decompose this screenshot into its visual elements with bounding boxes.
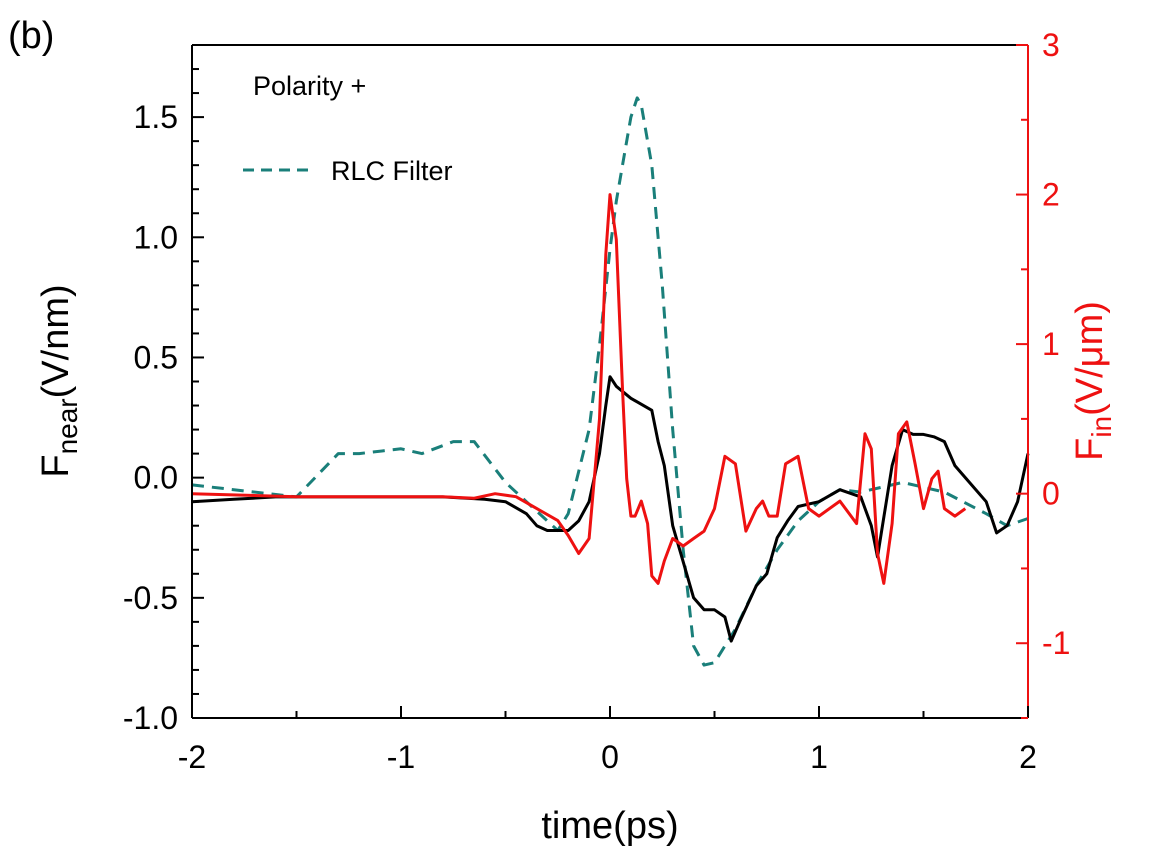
panel-label: (b) xyxy=(8,15,54,57)
series-input-field-line xyxy=(191,193,967,585)
y-left-tick-label: -0.5 xyxy=(123,580,178,616)
y-right-tick-label: 3 xyxy=(1042,27,1060,63)
y-right-axis-title: Fin(V/μm) xyxy=(1069,301,1117,461)
annotation-polarity: Polarity + xyxy=(253,71,366,101)
series-near-field-line xyxy=(191,375,1030,643)
x-tick-label: -1 xyxy=(387,739,415,775)
y-right-tick-label: 1 xyxy=(1042,326,1060,362)
legend-label-rlc-filter: RLC Filter xyxy=(331,156,453,186)
y-left-title-sub: near xyxy=(52,398,83,454)
series-rlc-filter-line xyxy=(191,96,1029,667)
y-left-tick-label: 1.0 xyxy=(134,219,178,255)
y-left-title-rest: (V/nm) xyxy=(35,284,77,398)
x-tick-label: 2 xyxy=(1019,739,1037,775)
y-left-tick-label: -1.0 xyxy=(123,700,178,736)
y-left-tick-label: 0.0 xyxy=(134,460,178,496)
y-left-axis-title: Fnear(V/nm) xyxy=(35,284,83,477)
y-left-tick-label: 1.5 xyxy=(134,99,178,135)
x-tick-label: -2 xyxy=(178,739,206,775)
y-right-title-rest: (V/μm) xyxy=(1069,301,1111,416)
x-tick-label: 0 xyxy=(601,739,619,775)
y-right-tick-label: 2 xyxy=(1042,177,1060,213)
y-left-title-main: F xyxy=(35,454,77,477)
y-right-title-main: F xyxy=(1069,438,1111,461)
y-left-tick-label: 0.5 xyxy=(134,339,178,375)
y-right-tick-label: -1 xyxy=(1042,625,1070,661)
y-right-title-sub: in xyxy=(1086,416,1117,438)
x-axis-title: time(ps) xyxy=(541,805,678,847)
y-left-ticks: -1.0 -0.5 0.0 0.5 1.0 1.5 xyxy=(123,44,204,736)
series-layer xyxy=(191,96,1030,667)
y-right-tick-label: 0 xyxy=(1042,476,1060,512)
legend: RLC Filter xyxy=(243,156,453,186)
x-ticks: -2 -1 0 1 2 xyxy=(178,706,1037,775)
y-right-ticks: -1 0 1 2 3 xyxy=(1016,27,1070,719)
x-tick-label: 1 xyxy=(810,739,828,775)
